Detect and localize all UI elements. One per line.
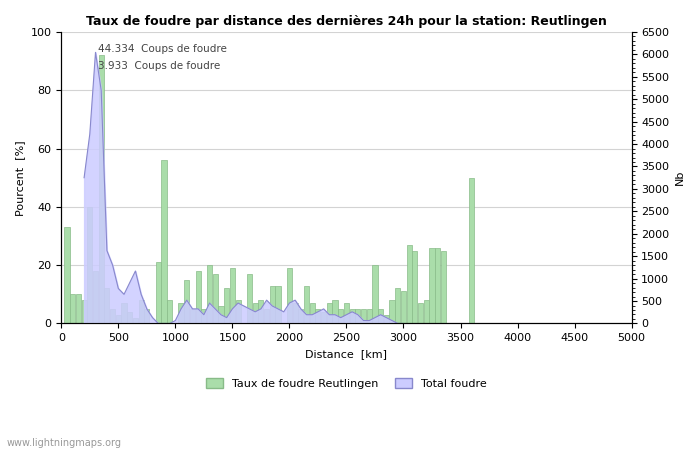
Bar — [253, 303, 258, 324]
Bar — [93, 271, 98, 324]
Bar — [144, 309, 149, 324]
Bar — [338, 309, 343, 324]
Bar — [213, 274, 218, 324]
Bar — [349, 309, 355, 324]
Bar — [162, 160, 167, 324]
Bar — [110, 309, 116, 324]
Bar — [99, 55, 104, 324]
Bar — [316, 309, 321, 324]
Bar — [104, 288, 109, 324]
Bar — [207, 265, 212, 324]
Bar — [304, 286, 309, 324]
Bar — [367, 309, 372, 324]
Bar — [235, 300, 241, 324]
Y-axis label: Nb: Nb — [675, 170, 685, 185]
Bar — [270, 286, 275, 324]
Bar — [361, 309, 366, 324]
Y-axis label: Pourcent  [%]: Pourcent [%] — [15, 140, 25, 216]
Bar — [127, 312, 132, 324]
Text: 44.334  Coups de foudre: 44.334 Coups de foudre — [98, 44, 228, 54]
Bar — [184, 280, 189, 324]
Title: Taux de foudre par distance des dernières 24h pour la station: Reutlingen: Taux de foudre par distance des dernière… — [86, 15, 607, 28]
Bar — [389, 300, 395, 324]
Bar — [195, 271, 201, 324]
Bar — [64, 227, 69, 324]
Bar — [224, 288, 229, 324]
Bar — [139, 300, 143, 324]
Text: www.lightningmaps.org: www.lightningmaps.org — [7, 438, 122, 448]
Bar — [435, 248, 440, 324]
Bar — [384, 315, 389, 324]
Bar — [298, 309, 303, 324]
Bar — [287, 268, 292, 324]
Bar — [133, 318, 138, 324]
Bar — [275, 286, 281, 324]
Text: 3.933  Coups de foudre: 3.933 Coups de foudre — [98, 61, 220, 71]
X-axis label: Distance  [km]: Distance [km] — [305, 349, 387, 359]
Bar — [264, 309, 270, 324]
Bar — [293, 303, 297, 324]
Bar — [412, 251, 417, 324]
Bar — [155, 262, 161, 324]
Bar — [327, 303, 332, 324]
Bar — [321, 312, 326, 324]
Bar — [407, 245, 412, 324]
Bar — [178, 303, 183, 324]
Bar — [121, 303, 127, 324]
Bar — [190, 309, 195, 324]
Bar — [378, 309, 383, 324]
Bar — [429, 248, 435, 324]
Legend: Taux de foudre Reutlingen, Total foudre: Taux de foudre Reutlingen, Total foudre — [202, 374, 491, 394]
Bar — [332, 300, 337, 324]
Bar — [88, 207, 92, 324]
Bar — [70, 294, 76, 324]
Bar — [247, 274, 252, 324]
Bar — [401, 292, 406, 324]
Bar — [372, 265, 377, 324]
Bar — [230, 268, 235, 324]
Bar — [418, 303, 423, 324]
Bar — [356, 309, 360, 324]
Bar — [258, 300, 263, 324]
Bar — [202, 309, 206, 324]
Bar — [81, 300, 87, 324]
Bar — [344, 303, 349, 324]
Bar — [167, 300, 172, 324]
Bar — [424, 300, 429, 324]
Bar — [441, 251, 446, 324]
Bar — [76, 294, 81, 324]
Bar — [218, 306, 223, 324]
Bar — [309, 303, 315, 324]
Bar — [469, 178, 475, 324]
Bar — [116, 315, 121, 324]
Bar — [395, 288, 400, 324]
